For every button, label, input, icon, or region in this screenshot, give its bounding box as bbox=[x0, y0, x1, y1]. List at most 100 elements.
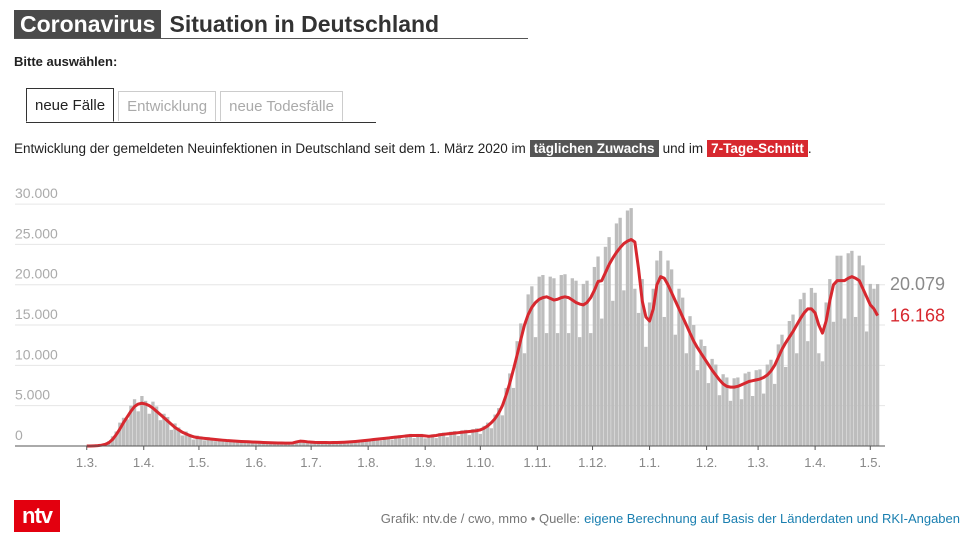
description-text: Entwicklung der gemeldeten Neuinfektione… bbox=[14, 141, 526, 156]
bar bbox=[191, 439, 196, 446]
bar bbox=[280, 443, 284, 446]
bar bbox=[519, 323, 523, 446]
bar bbox=[530, 286, 534, 446]
tab[interactable]: neue Fälle bbox=[26, 88, 115, 122]
bar bbox=[589, 333, 593, 446]
bar bbox=[655, 260, 659, 446]
bar bbox=[405, 434, 409, 446]
bar bbox=[552, 278, 556, 446]
bar bbox=[114, 431, 118, 446]
bar bbox=[622, 290, 626, 446]
highlight: 7-Tage-Schnitt bbox=[707, 140, 808, 157]
bar bbox=[342, 441, 346, 446]
tab[interactable]: neue Todesfälle bbox=[220, 91, 343, 121]
bar bbox=[853, 316, 858, 446]
bar bbox=[614, 223, 619, 446]
bar bbox=[467, 435, 471, 446]
bar bbox=[607, 237, 611, 446]
bar bbox=[353, 440, 357, 446]
bar bbox=[423, 438, 427, 446]
bar bbox=[210, 437, 214, 446]
bar bbox=[346, 443, 350, 446]
bar bbox=[408, 433, 413, 446]
bar bbox=[132, 399, 137, 446]
bar bbox=[224, 441, 229, 446]
bar bbox=[213, 441, 218, 446]
bar bbox=[688, 316, 692, 446]
bar bbox=[721, 374, 725, 446]
bar bbox=[795, 353, 799, 446]
bar bbox=[555, 333, 560, 446]
bar bbox=[736, 377, 740, 446]
bar bbox=[162, 413, 166, 446]
bar bbox=[184, 431, 188, 446]
bar bbox=[419, 433, 424, 446]
bar bbox=[596, 256, 600, 446]
bar bbox=[118, 422, 122, 446]
bar bbox=[857, 255, 861, 446]
y-tick-label: 0 bbox=[15, 427, 23, 443]
bar bbox=[475, 428, 479, 446]
x-tick-label: 1.12. bbox=[578, 455, 607, 470]
header-title: Situation in Deutschland bbox=[169, 10, 440, 37]
bar bbox=[699, 339, 703, 446]
bar bbox=[158, 420, 162, 446]
source-link[interactable]: eigene Berechnung auf Basis der Länderda… bbox=[584, 511, 960, 526]
bar bbox=[673, 334, 677, 446]
bar bbox=[257, 443, 262, 446]
x-tick-label: 1.10. bbox=[466, 455, 495, 470]
bar bbox=[235, 442, 240, 446]
bar bbox=[872, 288, 876, 446]
bar bbox=[868, 283, 872, 446]
bar bbox=[449, 431, 453, 446]
bar bbox=[802, 292, 806, 446]
bar bbox=[578, 337, 582, 446]
bar bbox=[482, 425, 486, 446]
bar bbox=[776, 344, 780, 446]
bar bbox=[629, 208, 633, 446]
bar bbox=[566, 333, 571, 446]
bar bbox=[544, 333, 549, 446]
bar bbox=[559, 275, 563, 446]
x-tick-label: 1.11. bbox=[523, 455, 551, 470]
bar bbox=[390, 439, 394, 446]
bar bbox=[574, 280, 578, 446]
bar bbox=[846, 253, 850, 446]
bar bbox=[765, 364, 769, 446]
bar bbox=[452, 431, 457, 446]
bar bbox=[864, 331, 869, 446]
bar bbox=[692, 325, 696, 446]
bar bbox=[335, 443, 339, 446]
bar bbox=[636, 312, 641, 446]
tab[interactable]: Entwicklung bbox=[118, 91, 217, 121]
line bbox=[86, 238, 879, 448]
bar bbox=[644, 346, 648, 446]
bar bbox=[651, 288, 655, 446]
bar bbox=[784, 366, 788, 446]
bar bbox=[430, 434, 435, 446]
bar bbox=[791, 314, 795, 446]
bar bbox=[754, 370, 758, 446]
bar bbox=[493, 414, 497, 446]
bar bbox=[533, 337, 538, 446]
x-tick-label: 1.6. bbox=[245, 455, 267, 470]
bar bbox=[180, 435, 185, 446]
bar bbox=[662, 316, 666, 446]
x-tick-label: 1.9. bbox=[414, 455, 436, 470]
bar bbox=[313, 443, 317, 446]
bar bbox=[618, 217, 622, 446]
bar bbox=[217, 438, 221, 446]
tab-bar: neue Fälle Entwicklung neue Todesfälle bbox=[26, 88, 376, 123]
y-tick-label: 15.000 bbox=[15, 306, 58, 322]
bar bbox=[684, 353, 689, 446]
bar bbox=[611, 300, 615, 446]
bar bbox=[147, 413, 151, 446]
header: Coronavirus Situation in Deutschland bbox=[14, 10, 528, 39]
bar bbox=[129, 405, 133, 446]
credit: Grafik: ntv.de / cwo, mmo • Quelle: bbox=[380, 511, 581, 526]
x-tick-label: 1.2. bbox=[696, 455, 718, 470]
bar bbox=[177, 427, 181, 446]
bar bbox=[875, 284, 880, 446]
